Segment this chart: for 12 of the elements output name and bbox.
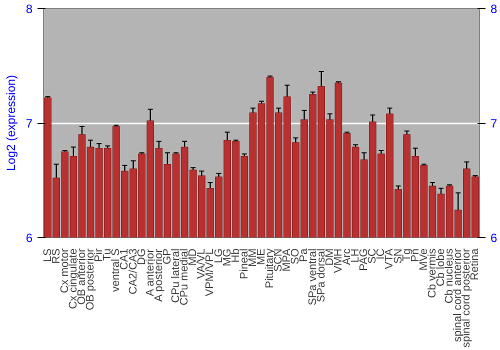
y2-tick-label: 6 [490,231,498,245]
x-tick-label: OB posterior [84,248,97,310]
y-axis-title: Log2 (expression) [4,74,18,172]
x-tick-label: A posterior [152,248,165,302]
y-tick-label: 7 [26,116,33,130]
y-tick-label: 6 [26,231,33,245]
y2-tick-label: 8 [490,2,498,16]
y-tick-label: 8 [26,2,33,16]
x-tick-label: RS [50,248,62,264]
y2-tick-label: 7 [490,116,498,130]
x-tick-label: Tg [400,248,413,262]
x-tick-label: Retina [469,248,482,280]
